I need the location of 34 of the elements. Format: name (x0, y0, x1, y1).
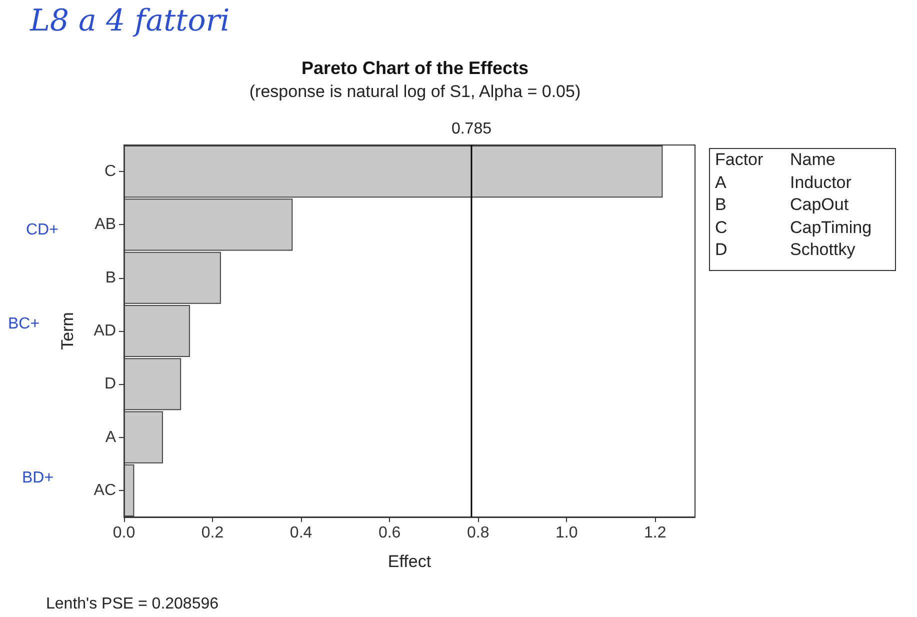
text: CapTiming (790, 218, 872, 237)
text: Name (790, 150, 836, 169)
x-tick-label: 0.2 (201, 524, 224, 542)
x-tick-label: 1.0 (556, 524, 578, 542)
x-axis-title: Effect (388, 552, 432, 571)
text: CD+ (26, 222, 58, 238)
y-tick-label: AB (94, 216, 116, 234)
x-tick-label: 1.2 (644, 524, 666, 542)
y-tick-label: C (104, 163, 116, 180)
y-tick-label: D (104, 376, 116, 393)
y-tick-label: B (105, 269, 116, 286)
text: L8 a 4 fattori (29, 4, 230, 38)
text: Factor (715, 150, 764, 169)
text: Schottky (790, 240, 856, 259)
x-tick-label: 0.6 (378, 524, 401, 542)
x-tick-label: 0.0 (112, 524, 136, 542)
text: BC+ (8, 316, 40, 332)
x-tick-label: 0.8 (466, 524, 490, 542)
chart-subtitle: (response is natural log of S1, Alpha = 0.05) (249, 82, 581, 101)
x-tick-label: 0.4 (290, 524, 312, 542)
text: C (715, 218, 728, 237)
y-axis-title: Term (58, 312, 77, 350)
text: A (715, 173, 727, 192)
text: B (715, 195, 726, 214)
chart-title: Pareto Chart of the Effects (301, 58, 529, 78)
text: Inductor (790, 173, 852, 192)
text: D (715, 240, 728, 259)
y-tick-label: AD (94, 322, 116, 340)
y-tick-label: A (105, 428, 116, 446)
text: CapOut (790, 195, 849, 214)
ref-line-label: 0.785 (451, 120, 492, 138)
text: Lenth's PSE = 0.208596 (46, 596, 219, 612)
text: BD+ (22, 470, 54, 486)
y-tick-label: AC (94, 482, 116, 499)
